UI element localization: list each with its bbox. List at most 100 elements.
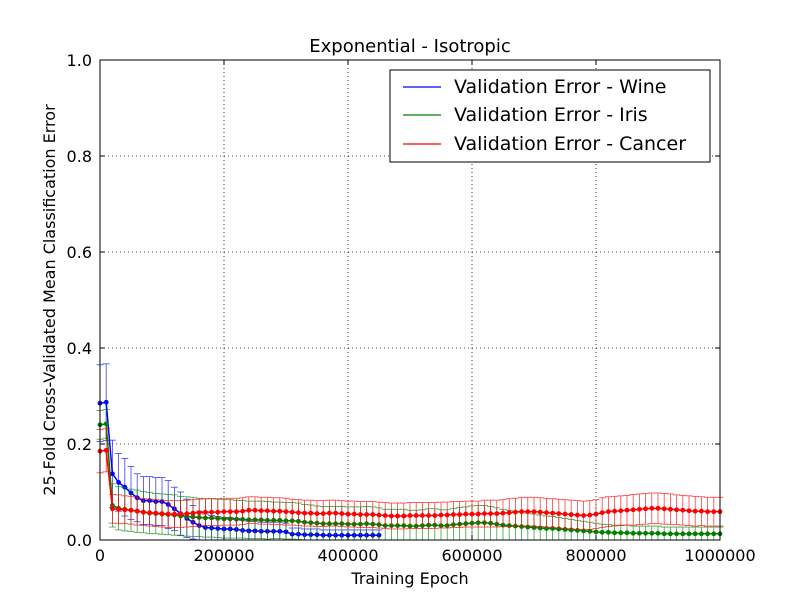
data-point — [444, 512, 450, 518]
data-point — [587, 528, 593, 534]
data-point — [587, 512, 593, 518]
data-point — [606, 509, 611, 515]
data-point — [252, 507, 258, 513]
data-point — [575, 512, 580, 518]
data-point — [420, 513, 425, 518]
y-tick-label: 0.8 — [67, 147, 92, 166]
data-point — [457, 512, 462, 517]
data-point — [606, 529, 611, 535]
data-point — [333, 510, 338, 516]
data-point — [277, 508, 283, 514]
data-point — [413, 513, 419, 518]
data-point — [699, 531, 704, 537]
data-point — [339, 511, 345, 516]
data-point — [624, 507, 630, 513]
data-point — [655, 530, 661, 536]
data-point — [506, 510, 512, 516]
data-point — [258, 508, 264, 514]
data-point — [215, 509, 221, 515]
data-point — [599, 529, 605, 535]
data-point — [630, 507, 636, 513]
data-point — [550, 510, 555, 516]
data-point — [612, 530, 617, 536]
legend-box — [389, 69, 711, 163]
data-point — [438, 512, 444, 518]
data-point — [482, 511, 487, 516]
data-point — [296, 510, 301, 516]
data-point — [103, 421, 109, 427]
data-point — [382, 513, 388, 518]
legend-label-wine: Validation Error - Wine — [454, 76, 667, 98]
data-point — [711, 509, 717, 515]
data-point — [110, 506, 115, 512]
data-point — [475, 511, 481, 517]
data-point — [147, 510, 153, 516]
data-point — [141, 509, 146, 515]
legend-label-cancer: Validation Error - Cancer — [454, 133, 686, 155]
series-cancer — [96, 428, 724, 531]
plot-frame — [99, 59, 721, 541]
data-point — [265, 508, 270, 514]
x-tick-label: 800000 — [565, 546, 626, 565]
data-point — [103, 399, 109, 405]
data-point — [618, 530, 624, 536]
data-point — [302, 510, 307, 516]
data-point — [525, 509, 531, 515]
data-point — [196, 510, 202, 516]
data-point — [643, 530, 648, 536]
data-point — [110, 471, 115, 477]
data-point — [692, 508, 698, 514]
data-point — [680, 507, 686, 513]
data-point — [581, 513, 586, 518]
data-point — [376, 512, 382, 518]
data-point — [351, 511, 357, 517]
y-tick-label: 0.4 — [67, 339, 92, 358]
data-point — [624, 530, 630, 536]
data-point — [686, 531, 692, 537]
data-point — [289, 509, 295, 515]
x-axis-title: Training Epoch — [350, 569, 468, 588]
data-point — [699, 508, 704, 514]
data-point — [513, 509, 518, 515]
data-point — [122, 484, 128, 490]
data-point — [432, 513, 438, 518]
data-point — [178, 511, 184, 517]
data-point — [240, 508, 246, 514]
data-point — [203, 509, 208, 515]
data-point — [364, 512, 369, 517]
data-point — [209, 509, 215, 515]
data-point — [692, 531, 698, 537]
chart-title: Exponential - Isotropic — [309, 36, 510, 57]
data-point — [469, 511, 475, 517]
data-point — [370, 512, 376, 517]
data-point — [122, 507, 128, 513]
data-point — [283, 509, 289, 515]
data-point — [358, 512, 363, 517]
data-point — [320, 511, 326, 516]
data-point — [494, 511, 500, 516]
data-point — [116, 506, 121, 512]
data-point — [395, 513, 400, 519]
data-point — [686, 508, 692, 514]
data-point — [221, 509, 227, 515]
data-point — [537, 509, 543, 515]
data-point — [599, 510, 605, 516]
data-point — [314, 511, 320, 516]
data-point — [680, 531, 686, 537]
y-tick-label: 0.2 — [67, 435, 92, 454]
data-point — [153, 510, 159, 516]
data-point — [134, 508, 140, 514]
data-point — [271, 508, 276, 514]
data-point — [184, 511, 190, 516]
markers-cancer — [97, 447, 723, 519]
data-point — [705, 531, 710, 537]
data-point — [593, 529, 599, 535]
data-point — [407, 513, 413, 518]
data-point — [165, 511, 171, 517]
data-point — [612, 508, 617, 514]
data-point — [643, 506, 648, 512]
data-point — [674, 531, 679, 537]
data-point — [562, 511, 568, 517]
x-tick-label: 400000 — [317, 546, 378, 565]
